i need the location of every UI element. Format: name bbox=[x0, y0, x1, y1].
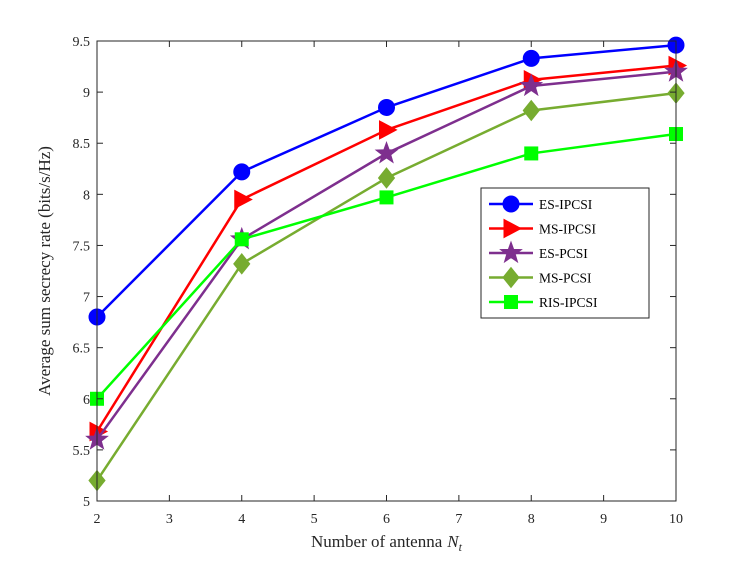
legend-label: RIS-IPCSI bbox=[539, 295, 598, 310]
legend-marker bbox=[503, 218, 523, 239]
data-point bbox=[377, 167, 396, 189]
data-point bbox=[379, 190, 394, 205]
x-tick-label: 5 bbox=[311, 512, 318, 527]
data-point bbox=[522, 99, 540, 122]
legend-item: MS-IPCSI bbox=[489, 218, 597, 239]
y-tick-label: 7.5 bbox=[73, 239, 91, 254]
data-point bbox=[519, 73, 544, 97]
y-tick-label: 7 bbox=[83, 291, 90, 306]
y-tick-label: 6.5 bbox=[73, 342, 91, 357]
legend-item: ES-PCSI bbox=[489, 240, 588, 264]
legend-item: MS-PCSI bbox=[489, 266, 592, 289]
legend-marker bbox=[502, 195, 520, 213]
data-point bbox=[233, 253, 251, 275]
x-axis-label-symbol: N bbox=[446, 532, 460, 551]
data-point bbox=[379, 120, 398, 140]
legend-item: ES-IPCSI bbox=[489, 195, 593, 213]
tick-layer: 2 3 4 5 6 7 8 9 10 5 5.5 6 6.5 7 7.5 8 8.5 9 9.5 bbox=[73, 35, 684, 527]
x-axis-label-text: Number of antenna bbox=[311, 532, 443, 551]
x-tick-label: 3 bbox=[166, 512, 173, 527]
series-layer bbox=[85, 36, 688, 492]
data-point bbox=[233, 163, 251, 181]
x-tick-label: 10 bbox=[669, 512, 683, 527]
legend-label: ES-PCSI bbox=[539, 246, 588, 261]
data-point bbox=[234, 232, 249, 247]
x-tick-label: 4 bbox=[238, 512, 245, 527]
y-axis-label: Average sum secrecy rate (bits/s/Hz) bbox=[35, 146, 54, 396]
data-point bbox=[522, 49, 540, 67]
x-tick-label: 2 bbox=[94, 512, 101, 527]
legend-label: MS-PCSI bbox=[539, 271, 592, 286]
legend-label: ES-IPCSI bbox=[539, 197, 593, 212]
data-point bbox=[234, 189, 253, 210]
legend: ES-IPCSI MS-IPCSI ES-PCSI MS-PCSI RIS-IPCSI bbox=[480, 187, 650, 319]
legend-label: MS-IPCSI bbox=[539, 222, 597, 237]
y-tick-label: 9 bbox=[83, 86, 90, 101]
y-tick-label: 9.5 bbox=[73, 35, 91, 50]
series-es-ipcsi bbox=[88, 36, 685, 326]
legend-marker bbox=[499, 240, 523, 264]
legend-marker bbox=[504, 295, 518, 309]
data-point bbox=[374, 140, 399, 164]
y-tick-label: 8 bbox=[83, 188, 90, 203]
legend-marker bbox=[502, 266, 520, 289]
x-axis-label-subscript: t bbox=[459, 540, 463, 554]
y-tick-label: 5 bbox=[83, 495, 90, 510]
x-tick-label: 9 bbox=[600, 512, 607, 527]
data-point bbox=[378, 98, 395, 116]
x-axis-label: Number of antenna Nt bbox=[311, 532, 463, 554]
y-tick-label: 5.5 bbox=[73, 444, 91, 459]
data-point bbox=[524, 146, 539, 161]
legend-item: RIS-IPCSI bbox=[489, 295, 598, 310]
x-tick-label: 6 bbox=[383, 512, 390, 527]
series-ms-pcsi bbox=[88, 82, 685, 492]
x-tick-label: 7 bbox=[455, 512, 462, 527]
y-tick-label: 6 bbox=[83, 393, 90, 408]
y-tick-label: 8.5 bbox=[73, 137, 91, 152]
x-tick-label: 8 bbox=[528, 512, 535, 527]
